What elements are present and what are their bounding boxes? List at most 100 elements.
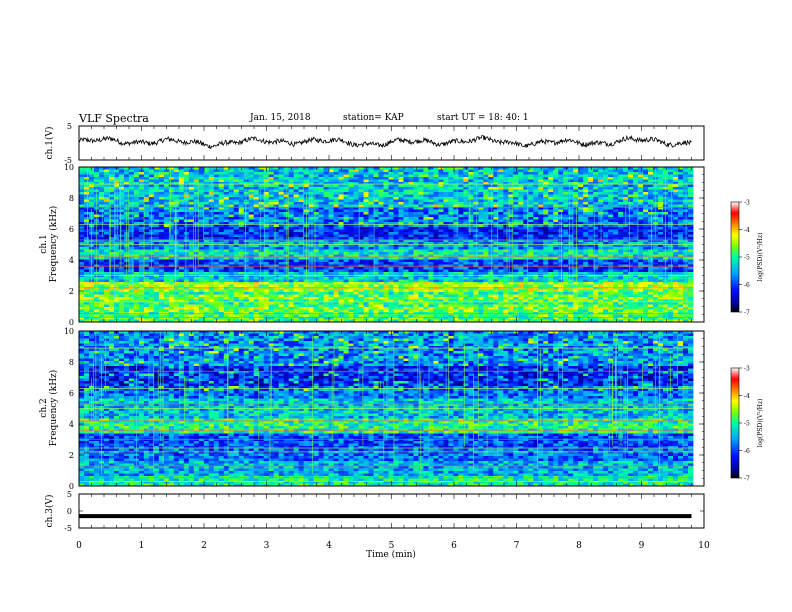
spectrogram-cell bbox=[193, 262, 200, 265]
spectrogram-cell bbox=[243, 189, 250, 193]
spectrogram-cell bbox=[268, 182, 275, 185]
spectrogram-cell bbox=[193, 199, 200, 203]
spectrogram-cell bbox=[118, 184, 125, 188]
spectrogram-cell bbox=[683, 259, 689, 263]
spectrogram-cell bbox=[343, 239, 349, 243]
spectrogram-cell bbox=[418, 267, 424, 270]
spectrogram-cell bbox=[593, 187, 599, 190]
spectrogram-cell bbox=[553, 172, 559, 175]
spectrogram-cell bbox=[113, 194, 120, 198]
spectrogram-cell bbox=[353, 214, 359, 218]
spectrogram-cell bbox=[218, 219, 225, 223]
spectrogram-cell bbox=[353, 252, 359, 255]
spectrogram-cell bbox=[548, 207, 554, 210]
spectrogram-cell bbox=[563, 254, 569, 258]
spectrogram-cell bbox=[383, 167, 389, 170]
spectrogram-cell bbox=[208, 262, 215, 265]
spectrogram-cell bbox=[613, 249, 619, 253]
spectrogram-cell bbox=[433, 184, 439, 188]
spectrogram-cell bbox=[338, 242, 344, 245]
spectrogram-cell bbox=[348, 237, 354, 240]
spectrogram-cell bbox=[288, 252, 295, 255]
spectrogram-cell bbox=[638, 174, 644, 178]
spectrogram-cell bbox=[583, 182, 589, 185]
spectrogram-cell bbox=[678, 249, 684, 253]
spectrogram-cell bbox=[608, 172, 614, 175]
spectrogram-cell bbox=[378, 249, 384, 253]
spectrogram-cell bbox=[593, 192, 599, 195]
spectrogram-cell bbox=[678, 262, 684, 265]
spectrogram-cell bbox=[488, 169, 494, 173]
spectrogram-cell bbox=[208, 259, 215, 263]
spectrogram-cell bbox=[258, 172, 265, 175]
spectrogram-cell bbox=[143, 177, 150, 180]
spectrogram-cell bbox=[578, 204, 584, 208]
spectrogram-cell bbox=[403, 182, 409, 185]
spectrogram-cell bbox=[173, 177, 180, 180]
spectrogram-cell bbox=[378, 217, 384, 220]
spectrogram-cell bbox=[623, 197, 629, 200]
spectrogram-cell bbox=[98, 209, 105, 213]
spectrogram-cell bbox=[203, 259, 210, 263]
spectrogram-cell bbox=[508, 232, 514, 235]
spectrogram-cell bbox=[653, 167, 659, 170]
spectrogram-cell bbox=[148, 194, 155, 198]
spectrogram-cell bbox=[458, 239, 464, 243]
spectrogram-cell bbox=[633, 187, 639, 190]
spectrogram-cell bbox=[503, 217, 509, 220]
spectrogram-cell bbox=[218, 192, 225, 195]
spectrogram-cell bbox=[603, 199, 609, 203]
spectrogram-cell bbox=[438, 199, 444, 203]
spectrogram-cell bbox=[558, 167, 564, 170]
spectrogram-cell bbox=[118, 267, 125, 270]
spectrogram-cell bbox=[463, 177, 469, 180]
spectrogram-cell bbox=[208, 232, 215, 235]
spectrogram-cell bbox=[283, 194, 290, 198]
spectrogram-cell bbox=[323, 214, 329, 218]
spectrogram-cell bbox=[198, 189, 205, 193]
spectrogram-cell bbox=[658, 207, 664, 210]
spectrogram-cell bbox=[108, 224, 115, 228]
spectrogram-cell bbox=[268, 254, 275, 258]
spectrogram-cell bbox=[383, 182, 389, 185]
spectrogram-cell bbox=[668, 244, 674, 248]
spectrogram-cell bbox=[648, 239, 654, 243]
spectrogram-cell bbox=[79, 207, 85, 210]
spectrogram-cell bbox=[403, 232, 409, 235]
spectrogram-cell bbox=[483, 169, 489, 173]
spectrogram-cell bbox=[668, 232, 674, 235]
spectrogram-cell bbox=[548, 239, 554, 243]
spectrogram-cell bbox=[268, 197, 275, 200]
spectrogram-cell bbox=[688, 174, 694, 178]
spectrogram-cell bbox=[593, 199, 599, 203]
spectrogram-cell bbox=[313, 197, 320, 200]
spectrogram-cell bbox=[508, 247, 514, 250]
spectrogram-cell bbox=[228, 234, 235, 238]
spectrogram-cell bbox=[228, 174, 235, 178]
spectrogram-cell bbox=[263, 219, 270, 223]
spectrogram-cell bbox=[603, 247, 609, 250]
spectrogram-cell bbox=[583, 254, 589, 258]
spectrogram-cell bbox=[458, 224, 464, 228]
spectrogram-cell bbox=[258, 254, 265, 258]
spectrogram-cell bbox=[318, 219, 324, 223]
spectrogram-cell bbox=[183, 169, 190, 173]
spectrogram-cell bbox=[103, 169, 110, 173]
spectrogram-cell bbox=[128, 202, 135, 205]
spectrogram-cell bbox=[538, 252, 544, 255]
spectrogram-cell bbox=[213, 259, 220, 263]
spectrogram-cell bbox=[528, 239, 534, 243]
spectrogram-cell bbox=[168, 184, 175, 188]
spectrogram-cell bbox=[488, 209, 494, 213]
spectrogram-cell bbox=[648, 242, 654, 245]
spectrogram-cell bbox=[393, 244, 399, 248]
spectrogram-cell bbox=[103, 257, 110, 260]
spectrogram-cell bbox=[333, 209, 339, 213]
spectrogram-cell bbox=[83, 259, 90, 263]
spectrogram-cell bbox=[363, 267, 369, 270]
spectrogram-cell bbox=[408, 182, 414, 185]
spectrogram-cell bbox=[403, 239, 409, 243]
spectrogram-cell bbox=[333, 177, 339, 180]
spectrogram-cell bbox=[238, 252, 245, 255]
spectrogram-cell bbox=[158, 197, 165, 200]
